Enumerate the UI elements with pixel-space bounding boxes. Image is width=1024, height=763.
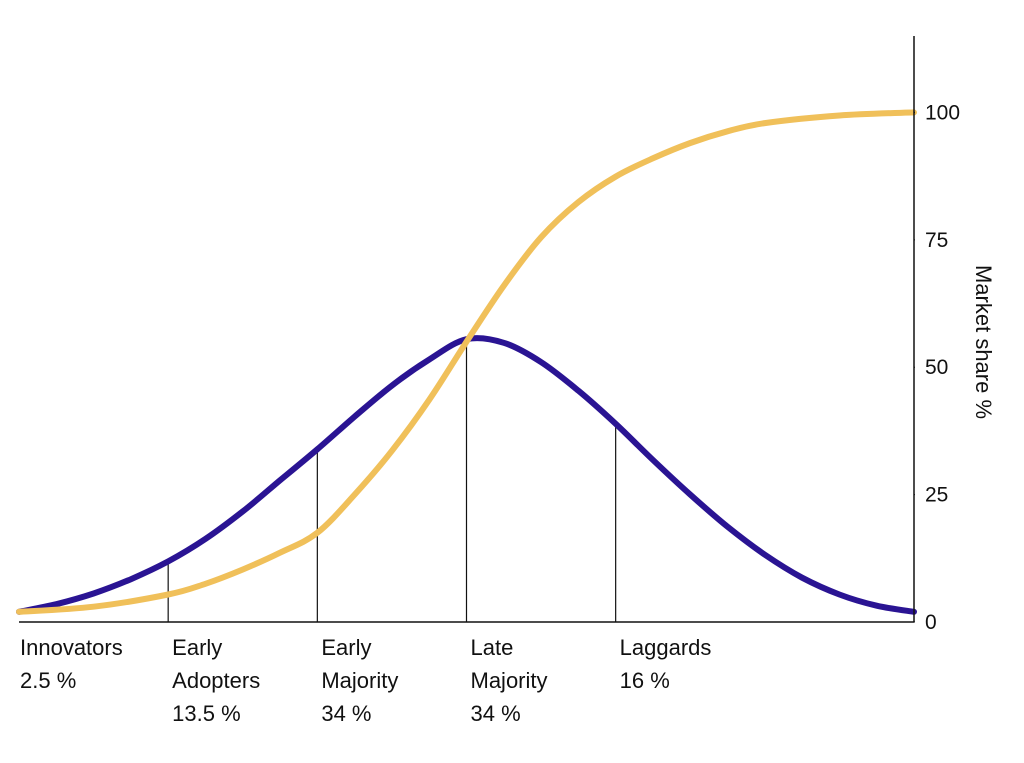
y-tick-label: 100 (925, 101, 960, 124)
y-tick-label: 50 (925, 356, 948, 379)
segment-label-line: Majority (471, 668, 548, 693)
segment-label-line: Laggards (620, 635, 712, 660)
segment-label-late-majority: Late Majority 34 % (471, 635, 548, 726)
axes (19, 36, 915, 623)
segment-label-laggards: Laggards 16 % (620, 635, 712, 693)
segment-label-innovators: Innovators 2.5 % (20, 635, 123, 693)
market-share-s-curve-line (16, 109, 917, 615)
segment-label-line: 16 % (620, 668, 670, 693)
segment-label-line: 34 % (471, 701, 521, 726)
segment-labels: Innovators 2.5 % Early Adopters 13.5 % Early M… (20, 635, 711, 726)
segment-label-line: Early (172, 635, 222, 660)
y-tick-label: 75 (925, 229, 948, 252)
series-group (16, 109, 917, 615)
segment-label-early-adopters: Early Adopters 13.5 % (172, 635, 260, 726)
segment-label-line: Majority (321, 668, 398, 693)
segment-label-line: Early (321, 635, 371, 660)
segment-label-early-majority: Early Majority 34 % (321, 635, 398, 726)
y-ticks: 0 25 50 75 100 (914, 101, 960, 634)
segment-dividers (167, 339, 617, 622)
segment-label-line: Late (471, 635, 514, 660)
segment-label-line: Innovators (20, 635, 123, 660)
segment-label-line: 13.5 % (172, 701, 241, 726)
y-axis-title: Market share % (971, 265, 996, 419)
segment-label-line: 2.5 % (20, 668, 76, 693)
y-tick-label: 0 (925, 611, 937, 634)
segment-label-line: 34 % (321, 701, 371, 726)
segment-label-line: Adopters (172, 668, 260, 693)
y-tick-label: 25 (925, 484, 948, 507)
